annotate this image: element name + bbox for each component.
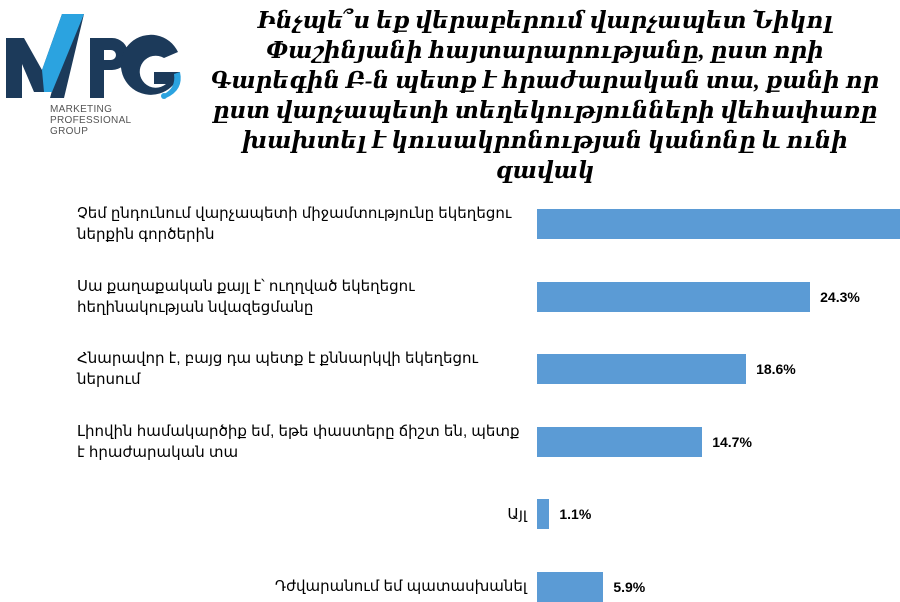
value-label: 18.6% <box>756 361 796 377</box>
bar <box>537 281 811 312</box>
chart-title: Ինչպե՞ս եք վերաբերում վարչապետ Նիկոլ Փաշ… <box>210 8 880 183</box>
category-label: Չեմ ընդունում վարչապետի միջամտությունը ե… <box>77 205 512 243</box>
bar <box>537 499 550 529</box>
category-label: Լիովին համակարծիք եմ, եթե փաստերը ճիշտ ե… <box>77 422 520 461</box>
value-label: 14.7% <box>712 433 752 450</box>
category-label: Այլ <box>507 505 527 523</box>
logo-line-1: MARKETING <box>50 104 113 115</box>
category-label: Հնարավոր է, բայց դա պետք է քննարկվի եկեղ… <box>77 350 479 388</box>
value-label: 1.1% <box>559 506 592 522</box>
category-label: Դժվարանում եմ պատասխանել <box>274 578 527 595</box>
value-label: 5.9% <box>613 578 646 595</box>
mpg-logo: MARKETING PROFESSIONAL GROUP <box>4 8 194 138</box>
logo-g-shape <box>120 34 180 95</box>
logo-m-accent <box>42 14 84 92</box>
bar <box>537 209 900 239</box>
bar <box>537 426 703 457</box>
mpg-logo-mark <box>6 14 181 99</box>
bar-chart: Չեմ ընդունում վարչապետի միջամտությունը ե… <box>0 185 900 602</box>
category-label: Սա քաղաքական քայլ է՝ ուղղված եկեղեցու հե… <box>77 277 415 316</box>
bar <box>537 354 747 384</box>
value-label: 24.3% <box>820 288 860 305</box>
logo-line-2: PROFESSIONAL <box>50 115 132 126</box>
headset-icon <box>164 72 181 98</box>
headset-mic-icon <box>161 93 167 99</box>
bar <box>537 571 604 602</box>
logo-line-3: GROUP <box>50 126 89 137</box>
logo-p-shape <box>90 38 128 98</box>
